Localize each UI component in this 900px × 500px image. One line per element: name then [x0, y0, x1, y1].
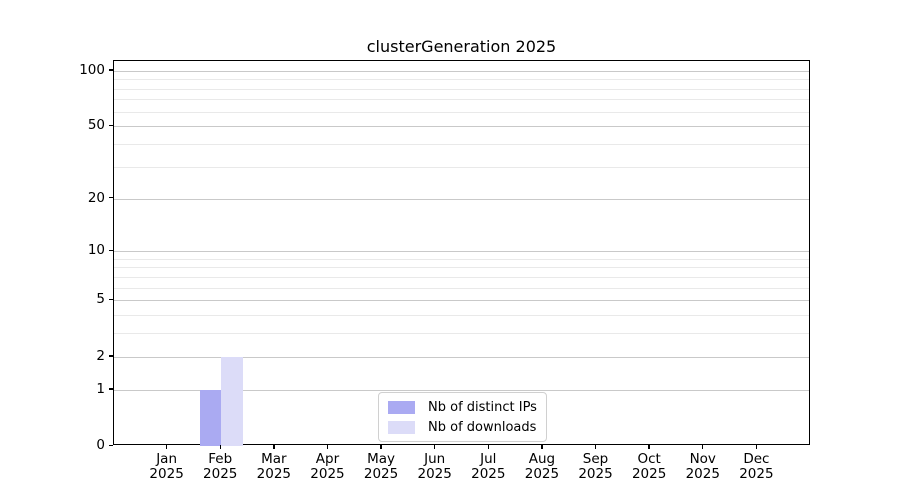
minor-gridline [114, 111, 809, 113]
y-tick-mark [109, 298, 113, 301]
minor-gridline [114, 267, 809, 269]
x-tick-label-line: 2025 [524, 465, 560, 482]
x-tick-label-line: 2025 [417, 465, 452, 482]
y-tick-label: 50 [87, 117, 105, 134]
chart-title: clusterGeneration 2025 [366, 37, 557, 56]
y-tick-label: 10 [87, 242, 105, 259]
plot-area [113, 60, 810, 446]
y-tick-label: 20 [87, 189, 105, 206]
x-tick-label-line: May [367, 451, 396, 467]
x-tick-label-line: 2025 [363, 465, 399, 482]
major-gridline [114, 389, 809, 391]
y-tick-label: 2 [96, 347, 105, 364]
x-tick-label-line: 2025 [203, 465, 238, 482]
x-tick-label-line: Mar [261, 451, 287, 467]
x-tick-label-line: Apr [315, 451, 340, 467]
x-tick-mark [326, 445, 329, 449]
x-tick-label-line: Jan [156, 451, 178, 467]
minor-gridline [114, 287, 809, 289]
x-tick-label-line: Sep [582, 451, 609, 467]
x-tick-mark [380, 445, 382, 449]
y-tick-mark [109, 249, 113, 251]
minor-gridline [114, 276, 809, 278]
x-tick-mark [165, 445, 168, 449]
x-tick-label: Sep 2025 [554, 452, 638, 481]
x-tick-mark [541, 445, 543, 449]
x-tick-label-line: Jul [480, 451, 497, 467]
y-tick-mark [109, 69, 113, 71]
x-tick-mark [648, 445, 650, 449]
legend-item: Nb of downloads [388, 418, 537, 436]
x-tick-label-line: 2025 [471, 465, 506, 482]
x-tick-label-line: Feb [208, 451, 233, 467]
x-tick-label-line: 2025 [631, 465, 667, 482]
major-gridline [114, 198, 809, 200]
minor-gridline [114, 333, 809, 335]
y-tick-mark [109, 197, 113, 199]
y-tick-label: 1 [96, 380, 105, 397]
legend-swatch [388, 400, 415, 414]
legend-swatch [388, 420, 415, 434]
bar-downloads [221, 356, 243, 446]
x-tick-label-line: 2025 [685, 465, 720, 482]
major-gridline [114, 356, 809, 358]
x-tick-label-line: Jun [424, 451, 446, 467]
legend-label: Nb of distinct IPs [428, 399, 537, 415]
major-gridline [114, 70, 809, 72]
x-tick-label: Feb 2025 [178, 452, 262, 481]
minor-gridline [114, 99, 809, 101]
x-tick-label-line: Oct [637, 451, 661, 467]
minor-gridline [114, 79, 809, 81]
major-gridline [114, 126, 809, 128]
y-tick-label: 5 [96, 291, 105, 308]
y-tick-mark [109, 355, 113, 357]
minor-gridline [114, 258, 809, 260]
x-tick-label: Apr 2025 [285, 452, 369, 481]
bar-distinct-ips [199, 389, 222, 446]
x-tick-mark [273, 445, 275, 449]
minor-gridline [114, 166, 809, 168]
x-tick-label-line: 2025 [149, 465, 184, 482]
legend-label: Nb of downloads [428, 419, 537, 435]
x-tick-label-line: 2025 [739, 465, 774, 482]
y-tick-label: 100 [79, 61, 105, 78]
legend: Nb of distinct IPs Nb of downloads [378, 392, 547, 442]
x-tick-label: Jun 2025 [393, 452, 477, 481]
x-tick-mark [433, 445, 436, 449]
y-tick-label: 0 [96, 437, 105, 453]
x-tick-mark [487, 445, 489, 449]
minor-gridline [114, 88, 809, 90]
x-tick-label: Mar 2025 [232, 452, 316, 481]
legend-item: Nb of distinct IPs [388, 398, 537, 416]
major-gridline [114, 251, 809, 253]
x-tick-label: Dec 2025 [714, 452, 798, 481]
x-tick-label-line: Dec [743, 451, 770, 467]
x-tick-mark [594, 445, 597, 449]
x-tick-label: Nov 2025 [661, 452, 745, 481]
y-tick-mark [109, 124, 113, 127]
x-tick-label-line: 2025 [256, 465, 292, 482]
x-tick-mark [219, 445, 221, 449]
y-tick-mark [109, 444, 113, 446]
y-tick-mark [109, 388, 113, 390]
x-tick-label: Jan 2025 [125, 452, 209, 481]
x-tick-mark [755, 445, 758, 449]
x-tick-label: Jul 2025 [446, 452, 530, 481]
x-tick-label-line: 2025 [310, 465, 345, 482]
x-tick-label: Oct 2025 [607, 452, 691, 481]
minor-gridline [114, 144, 809, 146]
x-tick-label-line: 2025 [578, 465, 613, 482]
x-tick-label-line: Nov [689, 451, 716, 467]
x-tick-label: May 2025 [339, 452, 423, 481]
x-tick-label-line: Aug [528, 451, 556, 467]
minor-gridline [114, 315, 809, 317]
x-tick-label: Aug 2025 [500, 452, 584, 481]
major-gridline [114, 300, 809, 302]
x-tick-mark [702, 445, 704, 449]
